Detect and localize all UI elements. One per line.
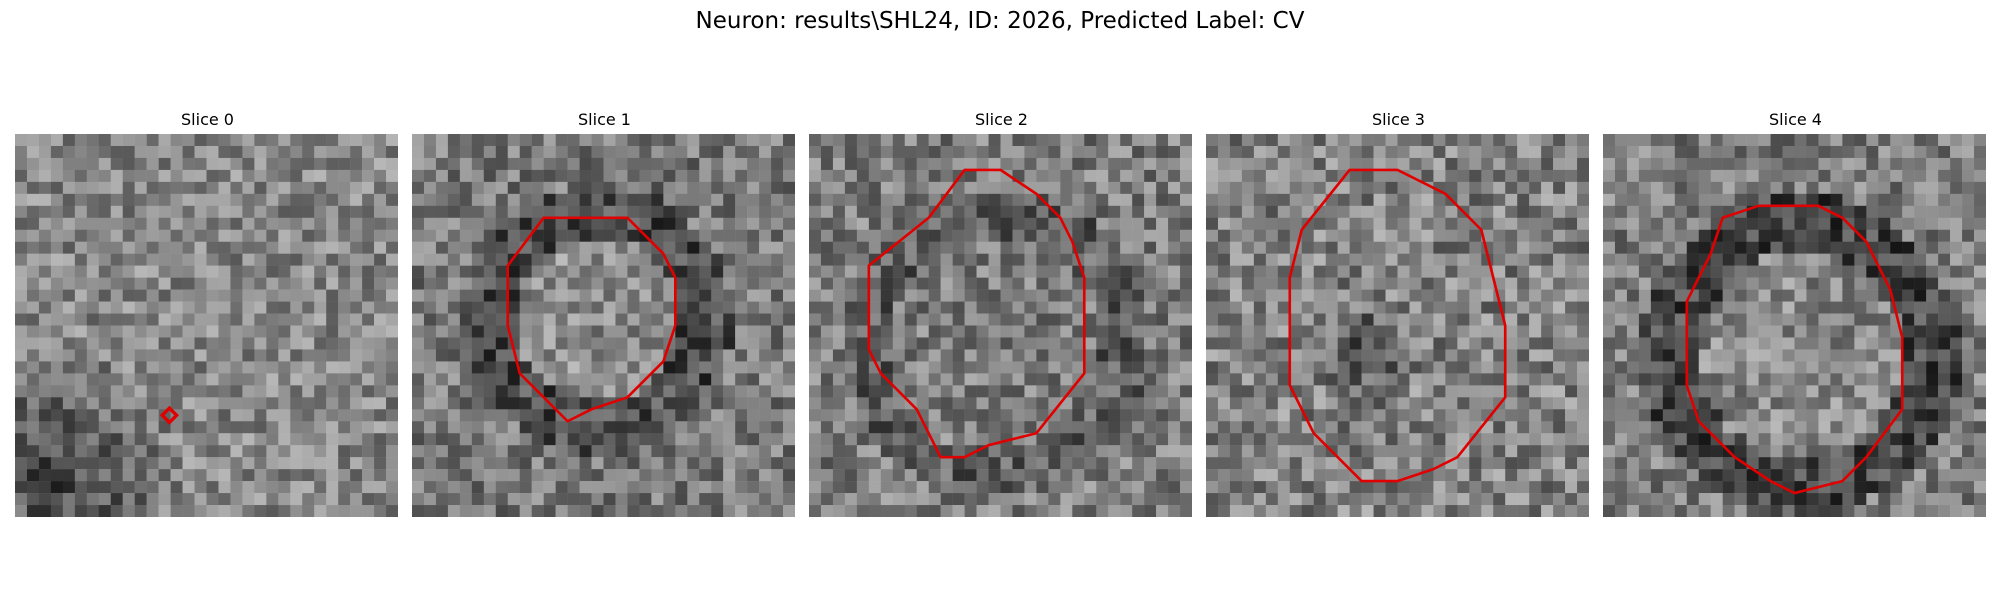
slice-panel-3: Slice 3: [1206, 108, 1591, 517]
slice-image-4: [1603, 134, 1986, 517]
slice-title-1: Slice 1: [412, 108, 797, 132]
slice-panel-4: Slice 4: [1603, 108, 1988, 517]
slice-panel-2: Slice 2: [809, 108, 1194, 517]
slice-image-1: [412, 134, 795, 517]
slice-title-2: Slice 2: [809, 108, 1194, 132]
slice-title-0: Slice 0: [15, 108, 400, 132]
slice-image-3: [1206, 134, 1589, 517]
slice-title-3: Slice 3: [1206, 108, 1591, 132]
slice-panel-0: Slice 0: [15, 108, 400, 517]
slice-image-0: [15, 134, 398, 517]
slice-image-2: [809, 134, 1192, 517]
slice-panel-1: Slice 1: [412, 108, 797, 517]
figure-title: Neuron: results\SHL24, ID: 2026, Predict…: [0, 8, 2000, 34]
slice-title-4: Slice 4: [1603, 108, 1988, 132]
